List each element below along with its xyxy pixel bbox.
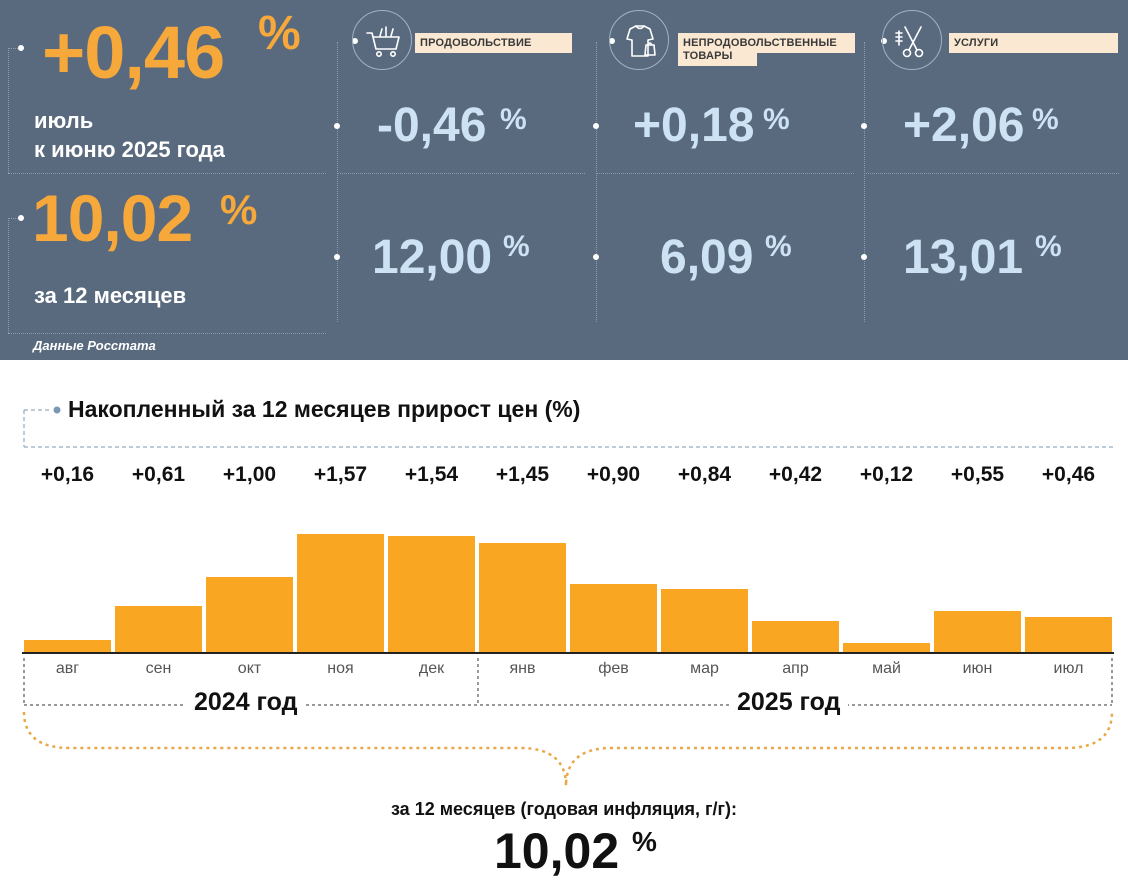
- annual-inflation-total-percent-sign: %: [632, 826, 657, 857]
- bullet: [593, 123, 599, 129]
- title-bullet: [53, 406, 61, 414]
- bar-3: [297, 534, 384, 652]
- nonfood-monthly-percent-sign: %: [763, 103, 790, 136]
- food-annual-percent-sign: %: [503, 230, 530, 263]
- bar-5: [479, 543, 566, 652]
- divider: [337, 173, 585, 174]
- bullet: [18, 45, 24, 51]
- bar-9: [843, 643, 930, 652]
- data-label-11: +0,46: [1041, 463, 1096, 486]
- month-label-4: дек: [418, 660, 445, 677]
- category-tag-services: УСЛУГИ: [949, 33, 1118, 53]
- divider: [337, 42, 338, 322]
- bullet: [861, 254, 867, 260]
- category-tag-nonfood: НЕПРОДОВОЛЬСТВЕННЫЕ: [678, 33, 855, 53]
- data-label-7: +0,84: [677, 463, 732, 486]
- food-monthly-percent-sign: %: [500, 103, 527, 136]
- clothes-icon: [609, 10, 669, 70]
- annual-inflation-label: за 12 месяцев (годовая инфляция, г/г):: [390, 799, 738, 819]
- monthly-period-line1: июль: [34, 108, 94, 133]
- category-tag-services-label: УСЛУГИ: [954, 37, 999, 49]
- divider: [864, 42, 865, 322]
- category-tag-food-label: ПРОДОВОЛЬСТВИЕ: [420, 37, 532, 49]
- month-label-3: ноя: [327, 660, 354, 677]
- nonfood-monthly-value: +0,18: [633, 99, 755, 152]
- bar-2: [206, 577, 293, 652]
- bar-8: [752, 621, 839, 652]
- monthly-inflation-percent-sign: %: [258, 7, 301, 60]
- data-label-6: +0,90: [586, 463, 641, 486]
- bullet: [18, 215, 24, 221]
- divider: [8, 48, 22, 49]
- year-label-2024: 2024 год: [186, 688, 306, 717]
- year-label-2025: 2025 год: [729, 688, 849, 717]
- annual-inflation-percent-sign: %: [220, 186, 257, 233]
- bar-4: [388, 536, 475, 652]
- data-label-9: +0,12: [859, 463, 914, 486]
- bar-0: [24, 640, 111, 652]
- divider: [8, 218, 22, 219]
- month-label-11: июл: [1053, 660, 1084, 677]
- bar-10: [934, 611, 1021, 652]
- month-label-5: янв: [509, 660, 536, 677]
- category-tag-nonfood-line2: ТОВАРЫ: [678, 49, 757, 66]
- nonfood-annual-value: 6,09: [660, 231, 754, 284]
- data-label-0: +0,16: [40, 463, 95, 486]
- divider: [864, 173, 1119, 174]
- chart-title: Накопленный за 12 месяцев прирост цен (%…: [68, 396, 581, 422]
- nonfood-annual-percent-sign: %: [765, 230, 792, 263]
- summary-panel: +0,46 % июль к июню 2025 года 10,02 % за…: [0, 0, 1128, 360]
- services-monthly-value: +2,06: [903, 99, 1025, 152]
- total-brace: [22, 711, 1114, 787]
- bar-6: [570, 584, 657, 652]
- divider: [8, 333, 326, 334]
- category-tag-nonfood-label-line2: ТОВАРЫ: [683, 50, 733, 62]
- divider: [596, 173, 854, 174]
- services-monthly-percent-sign: %: [1032, 103, 1059, 136]
- data-label-4: +1,54: [404, 463, 459, 486]
- annual-inflation-total: 10,02: [494, 823, 620, 879]
- bullet: [593, 254, 599, 260]
- month-label-0: авг: [55, 660, 80, 677]
- month-label-10: июн: [962, 660, 993, 677]
- shopping-cart-icon: [352, 10, 412, 70]
- divider: [596, 42, 597, 322]
- month-label-9: май: [872, 660, 901, 677]
- data-label-1: +0,61: [131, 463, 186, 486]
- annual-period-caption: за 12 месяцев: [34, 283, 187, 308]
- month-label-1: сен: [145, 660, 172, 677]
- bar-11: [1025, 617, 1112, 652]
- services-annual-value: 13,01: [903, 231, 1024, 284]
- divider: [8, 173, 326, 174]
- divider: [8, 48, 9, 173]
- annual-inflation-value: 10,02: [32, 181, 193, 255]
- bullet: [334, 123, 340, 129]
- divider: [8, 218, 9, 333]
- month-label-7: мар: [690, 660, 719, 677]
- monthly-period-line2: к июню 2025 года: [34, 137, 225, 162]
- bullet: [861, 123, 867, 129]
- scissors-icon: [882, 10, 942, 70]
- bar-7: [661, 589, 748, 652]
- data-label-5: +1,45: [495, 463, 550, 486]
- food-monthly-value: -0,46: [377, 99, 487, 152]
- services-annual-percent-sign: %: [1035, 230, 1062, 263]
- category-tag-food: ПРОДОВОЛЬСТВИЕ: [415, 33, 572, 53]
- data-label-3: +1,57: [313, 463, 368, 486]
- month-label-6: фев: [598, 660, 629, 677]
- data-source: Данные Росстата: [33, 338, 156, 353]
- bar-1: [115, 606, 202, 652]
- data-label-2: +1,00: [222, 463, 277, 486]
- monthly-inflation-value: +0,46: [42, 11, 225, 94]
- food-annual-value: 12,00: [372, 231, 493, 284]
- bullet: [334, 254, 340, 260]
- data-label-8: +0,42: [768, 463, 823, 486]
- category-tag-nonfood-label: НЕПРОДОВОЛЬСТВЕННЫЕ: [683, 37, 837, 49]
- month-label-2: окт: [237, 660, 262, 677]
- month-label-8: апр: [782, 660, 809, 677]
- data-label-10: +0,55: [950, 463, 1005, 486]
